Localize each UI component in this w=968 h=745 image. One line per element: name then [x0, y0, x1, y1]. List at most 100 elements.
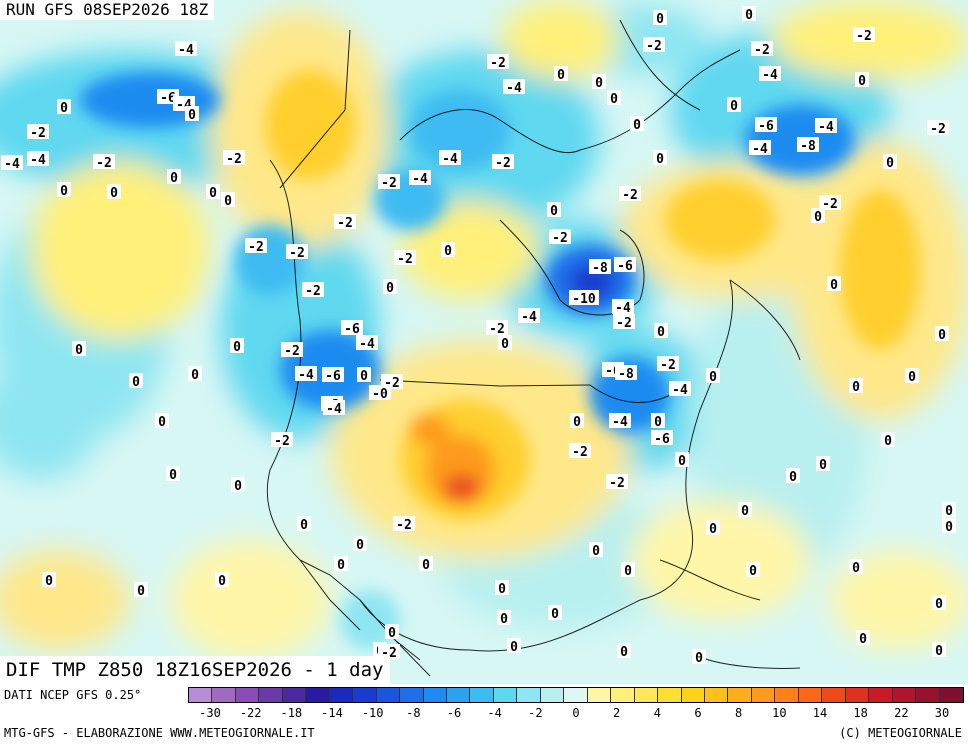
contour-value: 0 — [495, 580, 509, 597]
contour-value: 0 — [727, 97, 741, 114]
contour-value-text: 0 — [789, 470, 797, 485]
contour-value-bg — [518, 308, 540, 323]
contour-value: -4 — [409, 170, 431, 187]
contour-value: 0 — [617, 643, 631, 660]
credit-right: (C) METEOGIORNALE — [839, 726, 962, 740]
contour-value-text: 0 — [573, 415, 581, 430]
contour-value-bg — [323, 400, 345, 415]
contour-value: -2 — [657, 356, 679, 373]
scale-swatch — [470, 688, 494, 702]
contour-value: 0 — [849, 378, 863, 395]
scale-tick-label: 30 — [934, 706, 950, 720]
contour-value-bg — [93, 154, 115, 169]
contour-value-bg — [383, 279, 397, 294]
scale-swatch — [517, 688, 541, 702]
contour-value: 0 — [881, 432, 895, 449]
contour-value-text: -2 — [381, 176, 397, 191]
contour-value-bg — [592, 74, 606, 89]
contour-value: 0 — [441, 242, 455, 259]
contour-value: 0 — [548, 605, 562, 622]
contour-value: -2 — [393, 516, 415, 533]
contour-value-text: 0 — [945, 504, 953, 519]
contour-value-text: 0 — [388, 626, 396, 641]
contour-value-text: -8 — [592, 261, 608, 276]
contour-value-text: 0 — [709, 370, 717, 385]
contour-value-text: -6 — [758, 119, 774, 134]
contour-value: 0 — [334, 556, 348, 573]
contour-value: -2 — [281, 342, 303, 359]
legend-footer: DATI NCEP GFS 0.25° -30 -22 -18 -14 -10 -8 -6-… — [0, 684, 968, 745]
contour-value: 0 — [855, 72, 869, 89]
contour-value: 0 — [188, 366, 202, 383]
contour-value: -4 — [27, 151, 49, 168]
contour-value: 0 — [129, 373, 143, 390]
contour-value-bg — [653, 10, 667, 25]
scale-swatch — [564, 688, 588, 702]
contour-value-text: 0 — [75, 343, 83, 358]
contour-value: 0 — [215, 572, 229, 589]
contour-value-bg — [492, 154, 514, 169]
contour-value-text: 0 — [300, 518, 308, 533]
scale-tick-label: -4 — [487, 706, 502, 720]
contour-value-text: 0 — [510, 640, 518, 655]
contour-value: -2 — [286, 244, 308, 261]
contour-value-bg — [675, 452, 689, 467]
scale-swatch — [400, 688, 424, 702]
contour-value-text: 0 — [188, 108, 196, 123]
data-source-label: DATI NCEP GFS 0.25° — [4, 688, 142, 702]
contour-value-bg — [378, 644, 400, 659]
contour-value-bg — [569, 443, 591, 458]
contour-value: 0 — [547, 202, 561, 219]
contour-value: 0 — [883, 154, 897, 171]
contour-value-text: 0 — [500, 612, 508, 627]
scale-swatch — [259, 688, 283, 702]
contour-value-text: 0 — [498, 582, 506, 597]
contour-value-bg — [334, 214, 356, 229]
contour-value-bg — [441, 242, 455, 257]
contour-value: -0 — [369, 385, 391, 402]
contour-value-bg — [72, 341, 86, 356]
contour-value-text: -4 — [612, 415, 628, 430]
contour-value-bg — [286, 244, 308, 259]
contour-value-text: -8 — [800, 139, 816, 154]
contour-value-bg — [797, 137, 819, 152]
contour-value-text: 0 — [60, 184, 68, 199]
contour-value-text: -2 — [495, 156, 511, 171]
contour-value: -4 — [749, 140, 771, 157]
contour-value-bg — [419, 556, 433, 571]
contour-value-bg — [107, 184, 121, 199]
contour-value-text: -2 — [337, 216, 353, 231]
contour-value-bg — [569, 290, 599, 305]
field-shading-strong — [80, 70, 920, 650]
contour-value-bg — [630, 116, 644, 131]
contour-value-text: 0 — [814, 210, 822, 225]
contour-value-bg — [549, 229, 571, 244]
scale-swatch — [611, 688, 635, 702]
contour-value-bg — [295, 366, 317, 381]
contour-value-bg — [619, 186, 641, 201]
contour-value: 0 — [932, 642, 946, 659]
scale-swatch — [446, 688, 471, 702]
contour-value-bg — [155, 413, 169, 428]
contour-value-text: 0 — [501, 337, 509, 352]
contour-value: 0 — [651, 413, 665, 430]
contour-value: 0 — [167, 169, 181, 186]
contour-value-bg — [503, 79, 525, 94]
contour-value: 0 — [166, 466, 180, 483]
contour-value-bg — [341, 320, 363, 335]
contour-value-text: -4 — [298, 368, 314, 383]
contour-value-text: -8 — [618, 367, 634, 382]
contour-value-bg — [751, 41, 773, 56]
contour-value: 0 — [811, 208, 825, 225]
contour-value: -6 — [755, 117, 777, 134]
contour-value: 0 — [589, 542, 603, 559]
contour-value-bg — [547, 202, 561, 217]
contour-value-text: 0 — [633, 118, 641, 133]
scale-tick-label: -30 — [199, 706, 221, 720]
contour-value: -2 — [643, 37, 665, 54]
contour-value-text: 0 — [945, 520, 953, 535]
contour-value-text: 0 — [60, 101, 68, 116]
contour-value-text: 0 — [935, 597, 943, 612]
scale-swatch — [658, 688, 682, 702]
